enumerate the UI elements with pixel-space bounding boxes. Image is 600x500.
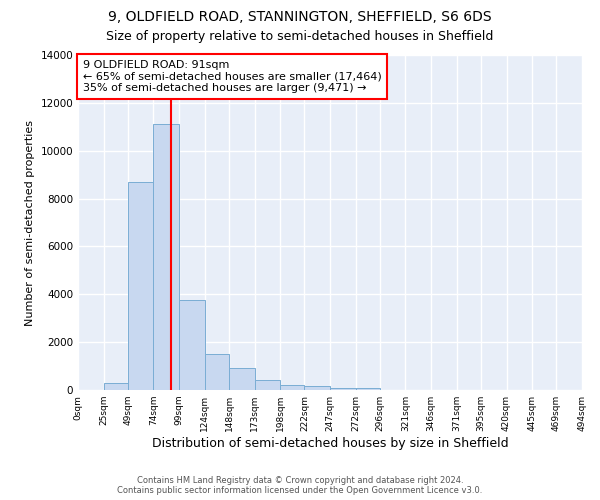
Bar [104,383,128,390]
Bar [229,368,254,390]
Bar [179,300,205,390]
Text: Size of property relative to semi-detached houses in Sheffield: Size of property relative to semi-detach… [106,30,494,43]
Bar [304,386,330,390]
Bar [205,354,229,390]
Text: Contains HM Land Registry data © Crown copyright and database right 2024.
Contai: Contains HM Land Registry data © Crown c… [118,476,482,495]
Bar [356,388,380,390]
Bar [154,124,179,390]
Bar [254,380,280,390]
Bar [280,385,304,390]
X-axis label: Distribution of semi-detached houses by size in Sheffield: Distribution of semi-detached houses by … [152,437,508,450]
Bar [128,182,154,390]
Text: 9, OLDFIELD ROAD, STANNINGTON, SHEFFIELD, S6 6DS: 9, OLDFIELD ROAD, STANNINGTON, SHEFFIELD… [108,10,492,24]
Bar [330,388,356,390]
Text: 9 OLDFIELD ROAD: 91sqm
← 65% of semi-detached houses are smaller (17,464)
35% of: 9 OLDFIELD ROAD: 91sqm ← 65% of semi-det… [83,60,382,93]
Y-axis label: Number of semi-detached properties: Number of semi-detached properties [25,120,35,326]
